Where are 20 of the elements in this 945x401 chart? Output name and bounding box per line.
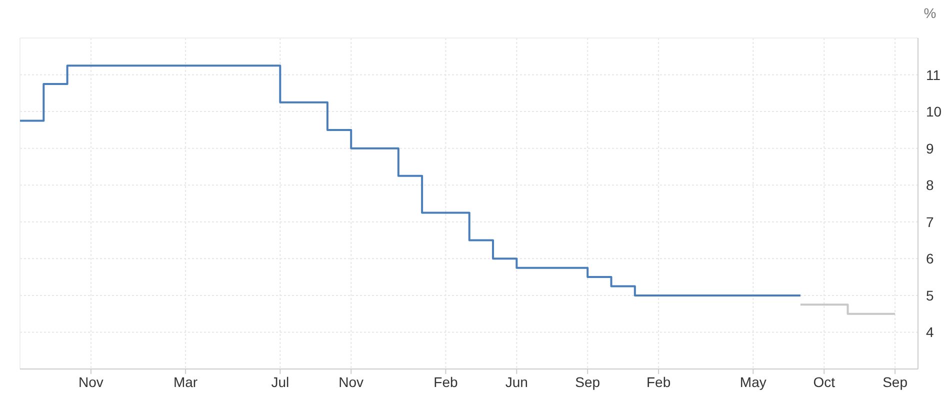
x-tick-label: Nov (78, 374, 104, 390)
y-tick-label: 8 (926, 177, 934, 194)
x-tick-label: Sep (575, 374, 600, 390)
y-tick-label: 4 (926, 324, 934, 340)
x-tick-label: Nov (338, 374, 364, 390)
y-tick-label: 5 (926, 287, 934, 304)
x-tick-label: Jun (505, 374, 528, 390)
x-tick-label: Feb (434, 374, 458, 390)
y-tick-label: 10 (926, 104, 942, 120)
y-axis-title: % (924, 5, 936, 21)
x-tick-label: May (740, 374, 766, 390)
x-tick-label: Mar (173, 374, 198, 390)
x-tick-label: Feb (646, 374, 671, 390)
y-tick-label: 6 (926, 250, 934, 267)
x-tick-label: Jul (271, 374, 290, 390)
x-tick-label: Oct (813, 374, 836, 390)
x-tick-label: Sep (882, 374, 908, 390)
y-tick-label: 7 (926, 214, 934, 230)
y-tick-label: 11 (926, 66, 941, 83)
y-tick-label: 9 (926, 140, 934, 156)
